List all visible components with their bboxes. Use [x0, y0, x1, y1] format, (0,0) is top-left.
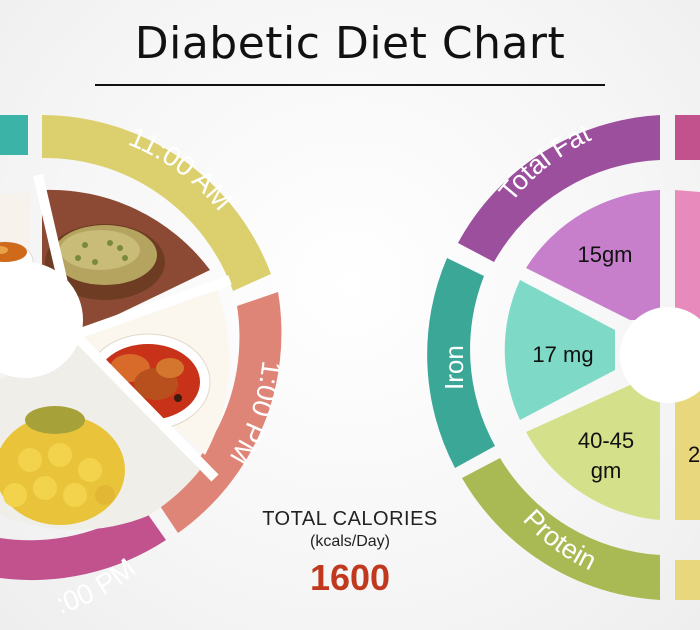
value-partial-right: 2	[688, 442, 700, 467]
meal-wheel: 11:00 AM 1:00 PM :00 PM	[0, 115, 287, 620]
food-segments	[0, 189, 230, 530]
wedge-protein	[526, 385, 660, 520]
ring-iron	[427, 258, 495, 468]
wedge-iron	[504, 280, 615, 420]
nutrient-wheel: Total Fat Iron Protein 15gm 17 mg 40-45 …	[427, 115, 700, 600]
ring-protein	[462, 458, 660, 600]
jackfruit-image	[0, 406, 125, 525]
wedge-pink	[675, 190, 700, 320]
meal-ring-teal	[0, 115, 28, 155]
wedge-total-fat	[526, 190, 660, 320]
meal-ring-magenta	[0, 506, 166, 581]
calories-unit: (kcals/Day)	[309, 533, 390, 550]
value-protein-line2: gm	[591, 458, 622, 483]
calories-value: 1600	[309, 557, 391, 598]
label-iron: Iron	[439, 345, 469, 390]
value-total-fat: 15gm	[577, 242, 632, 267]
nutrient-wheel-hub	[620, 307, 700, 403]
ring-total-fat	[458, 115, 660, 262]
meal-wheel-hub	[0, 262, 83, 378]
ring-gold-right	[675, 560, 700, 600]
value-iron: 17 mg	[532, 342, 593, 367]
sprouts-bowl-image	[45, 224, 165, 300]
title-underline	[95, 84, 605, 86]
value-protein-line1: 40-45	[578, 428, 634, 453]
total-calories-box: TOTAL CALORIES (kcals/Day) 1600	[230, 508, 470, 599]
wedge-gold	[675, 385, 700, 520]
page-title: Diabetic Diet Chart	[134, 18, 566, 69]
meal-ring-yellow	[42, 115, 271, 291]
ring-pink-right	[675, 115, 700, 160]
calories-label: TOTAL CALORIES	[262, 508, 438, 530]
